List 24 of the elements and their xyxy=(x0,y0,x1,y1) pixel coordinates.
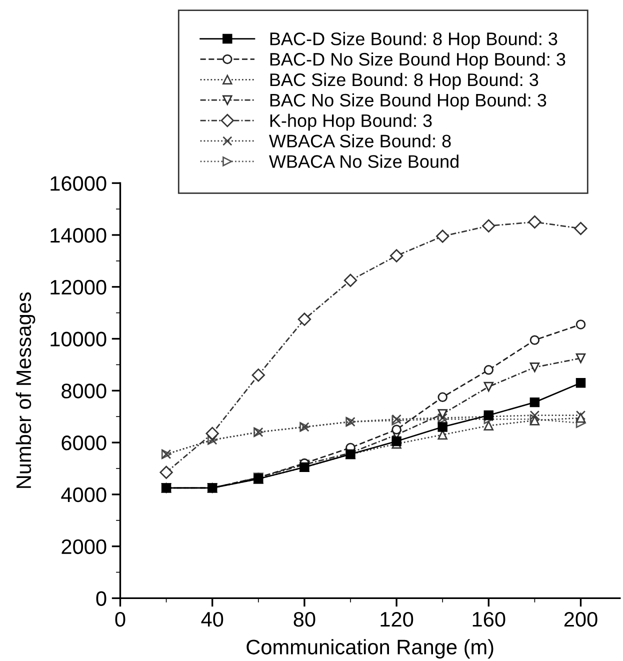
x-axis-title: Communication Range (m) xyxy=(246,639,494,659)
legend-label: BAC Size Bound: 8 Hop Bound: 3 xyxy=(270,72,538,90)
y-tick-label: 16000 xyxy=(50,176,106,191)
x-tick-label: 80 xyxy=(294,612,316,627)
legend-label: WBACA Size Bound: 8 xyxy=(268,134,451,148)
y-tick-label: 12000 xyxy=(50,280,106,295)
y-tick-label: 4000 xyxy=(61,487,106,502)
y-tick-label: 14000 xyxy=(50,228,106,243)
x-tick-label: 0 xyxy=(115,612,126,627)
x-tick-label: 160 xyxy=(472,612,506,627)
legend-label: BAC-D No Size Bound Hop Bound: 3 xyxy=(270,52,566,70)
y-tick-label: 10000 xyxy=(50,332,106,347)
y-tick-label: 0 xyxy=(96,591,106,606)
legend-label: BAC No Size Bound Hop Bound: 3 xyxy=(270,93,546,110)
y-tick-label: 8000 xyxy=(62,384,106,398)
x-tick-label: 40 xyxy=(201,612,224,627)
legend-label: WBACA No Size Bound xyxy=(268,154,458,168)
y-tick-label: 2000 xyxy=(62,539,106,554)
legend-label: K-hop Hop Bound: 3 xyxy=(270,114,432,131)
legend-label: BAC-D Size Bound: 8 Hop Bound: 3 xyxy=(270,32,558,49)
y-tick-label: 6000 xyxy=(62,436,106,450)
x-tick-label: 200 xyxy=(564,612,598,627)
x-tick-label: 120 xyxy=(380,612,414,627)
y-axis-title: Number of Messages xyxy=(16,292,36,488)
